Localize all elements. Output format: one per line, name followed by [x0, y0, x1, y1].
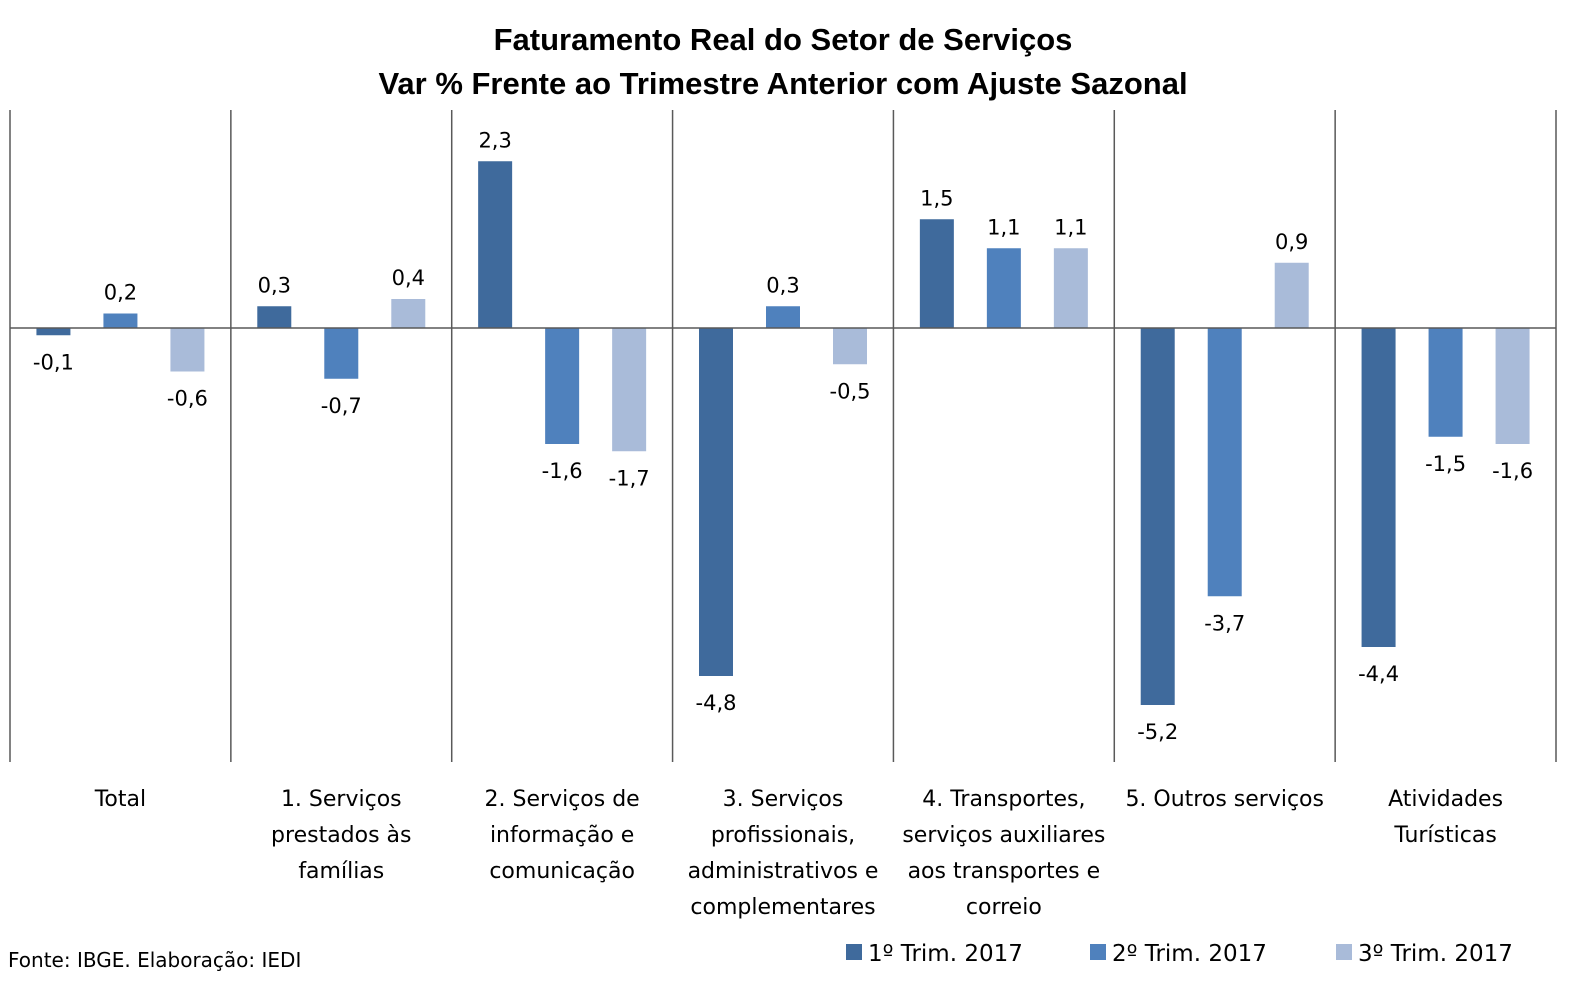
- data-label: -4,8: [696, 691, 737, 715]
- legend-label: 2º Trim. 2017: [1112, 941, 1267, 967]
- category-label: Atividades Turísticas: [1388, 787, 1503, 848]
- chart-title-line-2: Var % Frente ao Trimestre Anterior com A…: [378, 66, 1187, 101]
- legend-swatch: [846, 944, 862, 960]
- data-label: -1,7: [609, 466, 650, 490]
- bar: [103, 313, 138, 328]
- bar: [1207, 328, 1242, 597]
- legend-label: 3º Trim. 2017: [1358, 941, 1513, 967]
- bar: [170, 328, 205, 372]
- category-label: 2. Serviços de informação e comunicação: [485, 787, 640, 884]
- data-label: 0,4: [392, 266, 425, 290]
- bar: [257, 306, 292, 328]
- legend-swatch: [1336, 944, 1352, 960]
- bar: [545, 328, 580, 444]
- data-label: -3,7: [1204, 611, 1245, 635]
- legend: 1º Trim. 2017 2º Trim. 2017 3º Trim. 2017: [846, 941, 1513, 967]
- data-label: 0,2: [104, 281, 137, 305]
- bar: [919, 219, 954, 328]
- bar: [1495, 328, 1530, 444]
- category-label: 4. Transportes, serviços auxiliares aos tr…: [902, 787, 1105, 920]
- bar: [1274, 262, 1309, 328]
- bar: [324, 328, 359, 379]
- plot-area: -0,1 0,3 2,3 -4,8 1,5 -5,2 -4,4 0,2 -0,7 -1,6 0,3 1…: [9, 110, 1557, 920]
- bar: [1428, 328, 1463, 437]
- source-note: Fonte: IBGE. Elaboração: IEDI: [8, 948, 301, 972]
- bar: [36, 328, 71, 336]
- data-label: 1,1: [987, 215, 1020, 239]
- bar: [1361, 328, 1396, 647]
- bar: [1053, 248, 1088, 328]
- data-label: -1,6: [542, 459, 583, 483]
- category-label: 3. Serviços profissionais, administrativos…: [688, 787, 879, 920]
- bar: [1140, 328, 1175, 705]
- data-label: 2,3: [478, 128, 511, 152]
- bar: [612, 328, 647, 452]
- data-label: -1,6: [1492, 459, 1533, 483]
- data-label: -0,5: [830, 379, 871, 403]
- data-label: -0,7: [321, 394, 362, 418]
- bar: [766, 306, 800, 328]
- legend-label: 1º Trim. 2017: [868, 941, 1023, 967]
- legend-swatch: [1090, 944, 1106, 960]
- data-label: 0,3: [258, 273, 291, 297]
- category-label: 5. Outros serviços: [1125, 787, 1324, 812]
- data-label: 0,3: [766, 273, 799, 297]
- data-label: -0,1: [33, 350, 74, 374]
- category-label: Total: [94, 787, 146, 812]
- data-label: 1,5: [920, 186, 953, 210]
- category-label: 1. Serviços prestados às famílias: [271, 787, 411, 884]
- data-label: -4,4: [1358, 662, 1399, 686]
- data-label: -1,5: [1425, 452, 1466, 476]
- data-label: 0,9: [1275, 230, 1308, 254]
- data-label: -5,2: [1137, 720, 1178, 744]
- data-label: -0,6: [167, 387, 208, 411]
- chart-title-line-1: Faturamento Real do Setor de Serviços: [494, 22, 1073, 57]
- bar: [391, 299, 426, 328]
- bar: [699, 328, 733, 676]
- data-label: 1,1: [1054, 215, 1087, 239]
- bar: [478, 161, 513, 328]
- bar: [833, 328, 867, 365]
- bar: [986, 248, 1021, 328]
